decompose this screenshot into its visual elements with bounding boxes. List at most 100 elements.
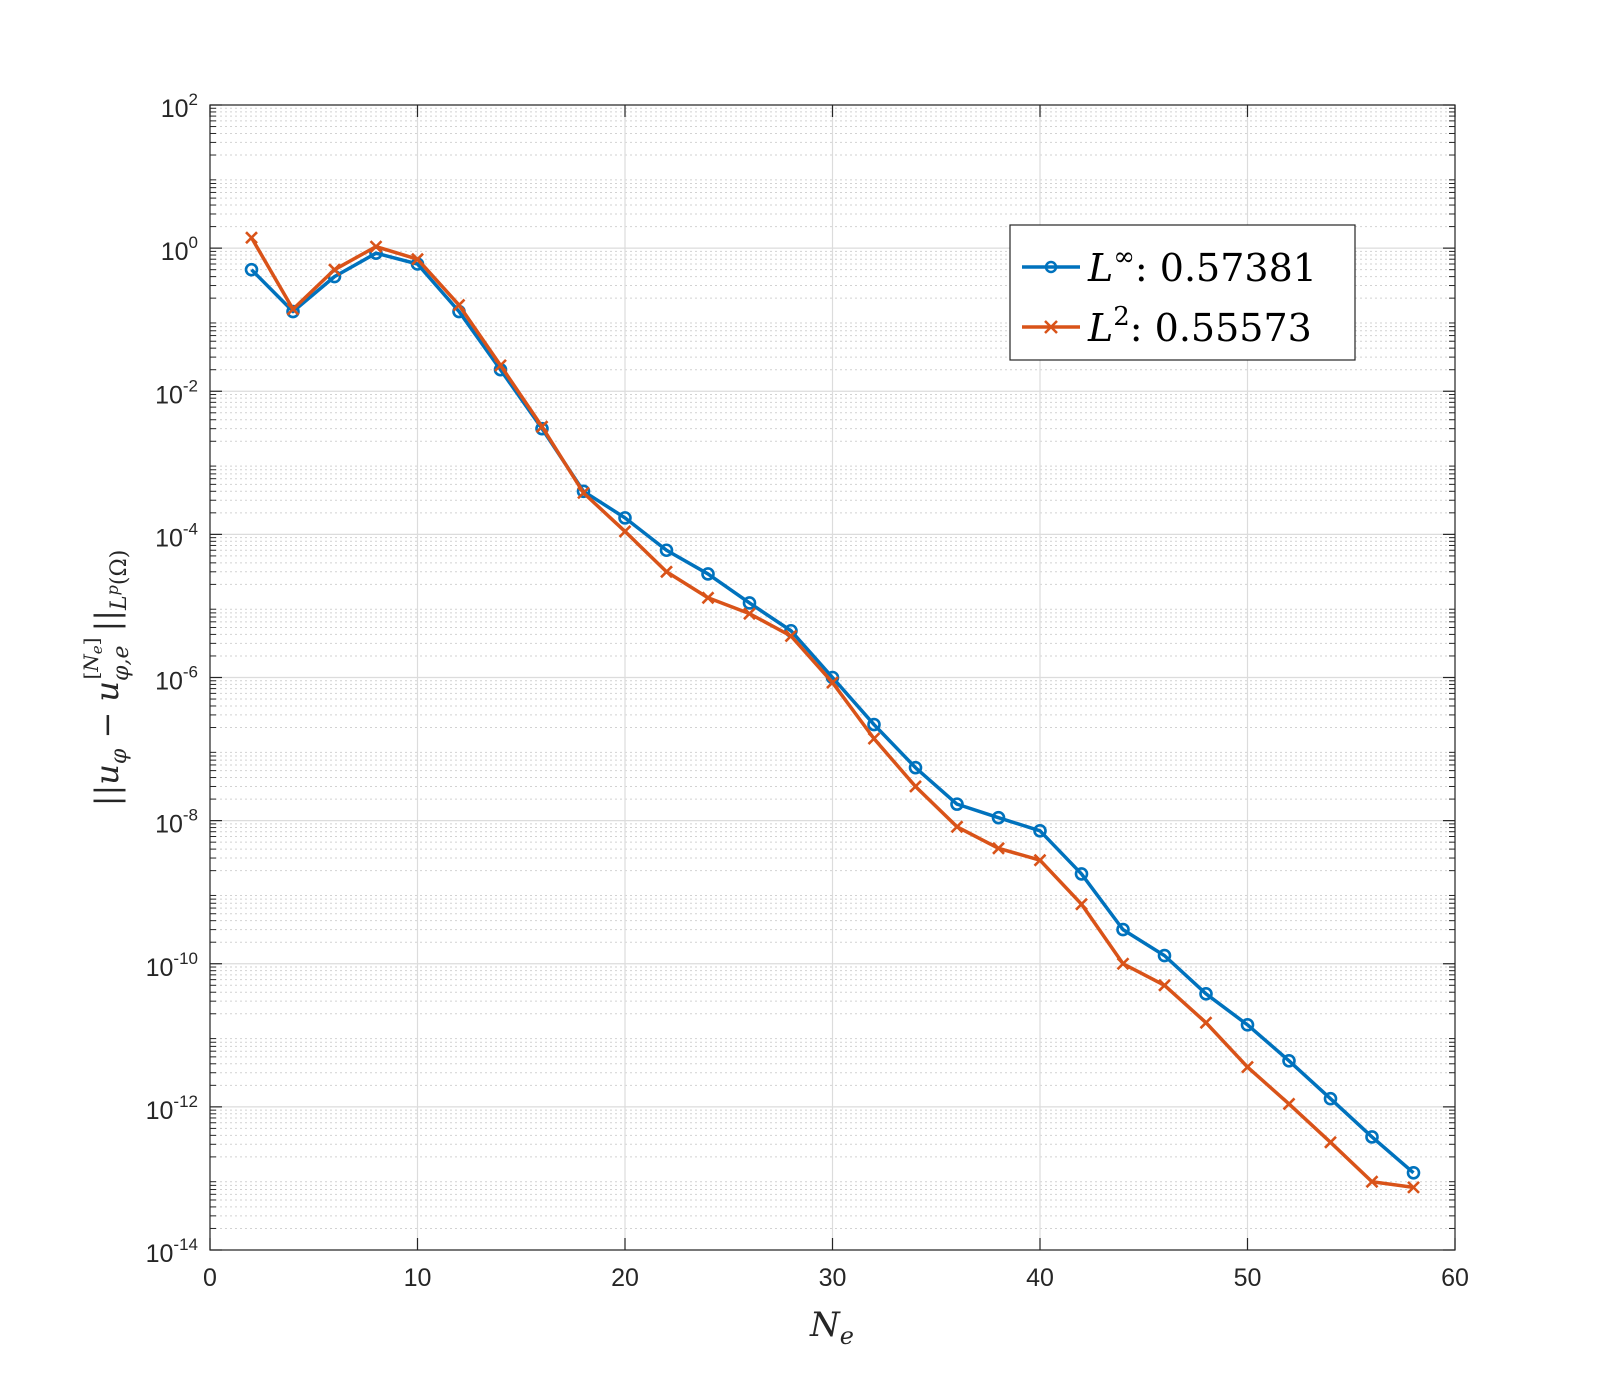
data-point — [992, 841, 1005, 855]
x-tick-label: 50 — [1234, 1264, 1262, 1292]
data-point — [867, 717, 881, 732]
legend-label-l2-sup: 2 — [1113, 302, 1130, 332]
y-tick-base: 10 — [155, 811, 183, 839]
data-point — [244, 262, 259, 277]
y-tick-base: 10 — [161, 95, 189, 123]
y-tick-label: 10-10 — [146, 949, 198, 982]
data-point — [1199, 987, 1213, 1001]
data-point — [286, 302, 300, 316]
legend-label-l2-value: : 0.55573 — [1130, 306, 1312, 350]
x-tick-label: 20 — [611, 1264, 639, 1292]
data-point — [1033, 824, 1047, 838]
data-point — [494, 358, 507, 372]
data-point — [618, 524, 632, 538]
data-point — [1323, 1091, 1338, 1106]
data-point — [535, 421, 549, 436]
data-point — [1324, 1135, 1337, 1149]
data-point — [659, 543, 674, 558]
data-point — [1406, 1165, 1421, 1180]
data-point — [576, 484, 591, 499]
data-point — [1033, 853, 1047, 867]
x-tick-label: 40 — [1026, 1264, 1054, 1292]
series-linf — [244, 246, 1421, 1180]
y-tick-label: 10-12 — [146, 1092, 198, 1125]
y-tick-exponent: -12 — [173, 1092, 198, 1111]
data-point — [1407, 1180, 1420, 1194]
legend-label-l2-base: L — [1087, 306, 1113, 350]
legend-marker-l2 — [1044, 320, 1058, 334]
y-tick-exponent: -8 — [183, 806, 198, 825]
x-tick-labels: 0 10 20 30 40 50 60 — [203, 1264, 1469, 1292]
y-tick-base: 10 — [155, 668, 183, 696]
y-tick-base: 10 — [146, 1240, 174, 1268]
data-point — [950, 797, 964, 811]
data-point — [701, 591, 715, 605]
legend-label-linf-base: L — [1087, 246, 1113, 290]
legend-entry-linf: L∞: 0.57381 — [1022, 242, 1317, 290]
legend-label-linf-sup: ∞ — [1113, 242, 1135, 272]
y-tick-base: 10 — [146, 954, 174, 982]
data-point — [1075, 897, 1088, 911]
data-point — [743, 607, 756, 621]
y-tick-exponent: -4 — [183, 519, 198, 538]
data-point — [245, 231, 258, 245]
legend-marker-linf — [1044, 260, 1058, 274]
legend: L∞: 0.57381 L2: 0.55573 — [1009, 224, 1356, 361]
data-point — [452, 298, 466, 312]
data-point — [867, 732, 881, 746]
y-tick-label: 10-4 — [155, 519, 198, 552]
legend-label-linf-value: : 0.57381 — [1135, 246, 1317, 290]
data-point — [1282, 1054, 1296, 1068]
y-tick-base: 10 — [161, 238, 189, 266]
data-point — [1199, 1016, 1213, 1030]
y-tick-label: 10-6 — [155, 663, 198, 696]
data-point — [784, 629, 798, 643]
x-tick-label: 30 — [819, 1264, 847, 1292]
data-point — [328, 263, 341, 277]
y-tick-base: 10 — [155, 381, 183, 409]
data-point — [909, 780, 922, 793]
legend-entry-l2: L2: 0.55573 — [1022, 302, 1312, 350]
y-tick-exponent: -14 — [173, 1235, 198, 1254]
legend-label-l2: L2: 0.55573 — [1087, 302, 1312, 350]
y-tick-label: 100 — [161, 233, 198, 266]
series-l2 — [245, 231, 1420, 1194]
y-tick-label: 10-2 — [155, 376, 198, 409]
x-axis-label: Ne — [809, 1305, 854, 1350]
x-tick-label: 60 — [1441, 1264, 1469, 1292]
data-point — [1240, 1018, 1255, 1032]
data-point — [1116, 922, 1130, 937]
y-tick-exponent: 2 — [189, 90, 198, 109]
x-tick-label: 10 — [404, 1264, 432, 1292]
series-line — [250, 251, 1415, 1175]
ticks — [209, 104, 1456, 1251]
data-point — [908, 760, 923, 775]
data-point — [1365, 1175, 1379, 1189]
data-point — [618, 511, 632, 525]
y-tick-base: 10 — [155, 524, 183, 552]
y-tick-label: 10-14 — [146, 1235, 198, 1268]
data-point — [577, 486, 590, 500]
y-tick-base: 10 — [146, 1097, 174, 1125]
data-point — [535, 420, 549, 434]
y-tick-exponent: 0 — [189, 233, 198, 252]
data-point — [991, 810, 1006, 825]
data-point — [826, 676, 839, 689]
data-point — [1074, 867, 1089, 881]
y-tick-exponent: -2 — [183, 376, 198, 395]
data-point — [950, 820, 964, 834]
data-point — [1157, 948, 1172, 963]
data-point — [742, 596, 757, 610]
y-tick-exponent: -10 — [173, 949, 198, 968]
data-point — [660, 565, 673, 579]
data-point — [411, 252, 424, 266]
data-point — [701, 567, 715, 581]
data-point — [369, 240, 383, 254]
legend-label-linf: L∞: 0.57381 — [1087, 242, 1317, 290]
data-point — [1365, 1130, 1379, 1144]
data-point — [1241, 1060, 1254, 1074]
series-layer — [244, 231, 1421, 1194]
y-tick-label: 102 — [161, 90, 198, 123]
